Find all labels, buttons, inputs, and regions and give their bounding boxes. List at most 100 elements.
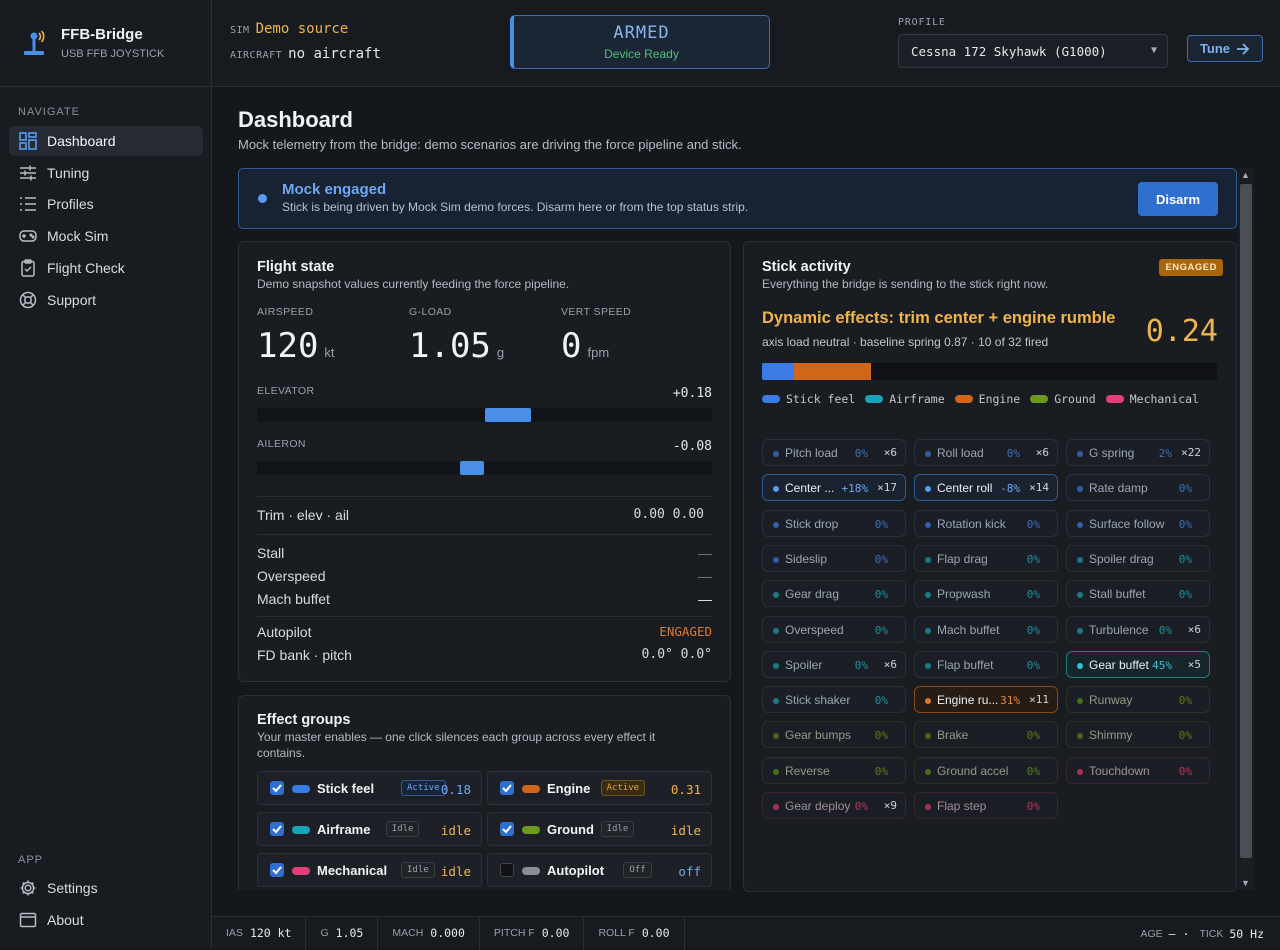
group-color-swatch [522,785,540,793]
chip-name: Rotation kick [937,516,1006,531]
aileron-label: AILERON [257,438,306,450]
effect-chip[interactable]: Shimmy 0% [1066,721,1210,749]
status-value: — · [1168,926,1190,941]
effect-chip[interactable]: Propwash 0% [914,580,1058,608]
effect-chip[interactable]: Flap drag 0% [914,544,1058,572]
sidebar-item-settings[interactable]: Settings [9,873,203,903]
group-value: 0.31 [670,782,701,797]
legend-label: Ground [1054,392,1096,406]
effect-chip[interactable]: G spring 2% ×22 [1066,439,1210,466]
effect-chip[interactable]: Spoiler 0% ×6 [762,650,906,678]
chip-name: Overspeed [785,622,844,637]
effect-chip[interactable]: Flap buffet 0% [914,650,1058,678]
effect-chip[interactable]: Overspeed 0% [762,615,906,643]
profile-selected-value: Cessna 172 Skyhawk (G1000) [911,44,1107,59]
group-name: Mechanical [317,863,388,878]
effect-chip[interactable]: Turbulence 0% ×6 [1066,615,1210,643]
autopilot-row: Autopilot ENGAGED [257,624,712,640]
chip-dot [773,556,779,563]
sidebar-item-profiles[interactable]: Profiles [9,189,203,219]
checkbox[interactable] [270,863,284,877]
armed-status-button[interactable]: ARMED Device Ready [510,15,770,69]
brand: FFB-Bridge USB FFB JOYSTICK [0,0,211,87]
group-name: Stick feel [317,781,375,796]
effect-chip[interactable]: Runway 0% [1066,686,1210,714]
profile-select[interactable]: Cessna 172 Skyhawk (G1000) ▼ [898,34,1168,68]
sidebar-item-tuning[interactable]: Tuning [9,158,203,188]
app-subtitle: USB FFB JOYSTICK [61,48,165,60]
effect-chip[interactable]: Brake 0% [914,721,1058,749]
chip-percent: 0% [1158,623,1172,637]
sim-value: Demo source [255,21,349,37]
effect-group-engine[interactable]: Engine Active 0.31 [487,771,712,805]
chip-dot [773,486,779,493]
status-key: G [320,927,329,939]
effect-chip[interactable]: Gear buffet 45% ×5 [1066,650,1210,678]
scroll-up-icon[interactable]: ▲ [1241,170,1250,180]
group-status-badge: Idle [600,821,635,837]
chip-count: ×14 [1029,481,1049,495]
sidebar-item-dashboard[interactable]: Dashboard [9,126,203,156]
checkbox[interactable] [500,781,514,795]
effect-group-stick-feel[interactable]: Stick feel Active 0.18 [257,771,482,805]
effect-chip[interactable]: Gear bumps 0% [762,721,906,749]
sidebar-item-flight-check[interactable]: Flight Check [9,253,203,283]
effect-chip[interactable]: Engine ru... 31% ×11 [914,686,1058,714]
effect-chip[interactable]: Center ... +18% ×17 [762,474,906,502]
effect-chip[interactable]: Stick drop 0% [762,509,906,537]
effect-chip[interactable]: Flap step 0% [914,792,1058,819]
overspeed-label: Overspeed [257,568,326,584]
effect-chip[interactable]: Ground accel 0% [914,756,1058,784]
checkbox[interactable] [270,822,284,836]
effect-chip[interactable]: Surface follow 0% [1066,509,1210,537]
chip-dot [925,698,931,705]
sidebar-item-mock-sim[interactable]: Mock Sim [9,221,203,251]
page-subtitle: Mock telemetry from the bridge: demo sce… [238,137,742,152]
chip-count: ×6 [883,657,897,671]
effect-chip[interactable]: Stick shaker 0% [762,686,906,714]
sidebar-item-label: Profiles [47,196,94,212]
elevator-value: +0.18 [672,386,712,401]
sidebar-item-about[interactable]: About [9,905,203,935]
chip-name: Flap step [937,799,987,813]
effect-chip[interactable]: Gear drag 0% [762,580,906,608]
chip-percent: 0% [854,800,868,813]
chip-percent: 0% [854,447,868,460]
main-scrollbar[interactable]: ▲ ▼ [1238,168,1254,890]
legend-item: Mechanical [1105,392,1199,406]
effect-chip[interactable]: Sideslip 0% [762,544,906,572]
scroll-down-icon[interactable]: ▼ [1241,878,1250,888]
sidebar-item-label: Support [47,292,97,308]
effect-chip[interactable]: Roll load 0% ×6 [914,439,1058,466]
effect-group-autopilot[interactable]: Autopilot Off off [487,853,712,887]
effect-chip[interactable]: Rate damp 0% [1066,474,1210,502]
chip-name: Turbulence [1089,622,1149,637]
chip-dot [925,451,931,457]
divider [257,534,712,535]
disarm-button[interactable]: Disarm [1138,182,1218,216]
effect-chip[interactable]: Spoiler drag 0% [1066,544,1210,572]
tune-button[interactable]: Tune [1187,35,1263,62]
checkbox[interactable] [500,822,514,836]
checkbox[interactable] [270,781,284,795]
overspeed-value: — [698,568,712,584]
legend-item: Airframe [865,392,945,406]
effect-chip[interactable]: Pitch load 0% ×6 [762,439,906,466]
sidebar-item-support[interactable]: Support [9,285,203,315]
effect-group-ground[interactable]: Ground Idle idle [487,812,712,846]
aircraft-row: AIRCRAFT no aircraft [230,46,381,62]
effect-chip[interactable]: Gear deploy 0% ×9 [762,792,906,819]
checkbox[interactable] [500,863,514,877]
effect-chip[interactable]: Stall buffet 0% [1066,580,1210,608]
gear-icon [18,878,38,898]
chip-dot [773,662,779,669]
group-value: idle [670,823,701,838]
effect-chip[interactable]: Mach buffet 0% [914,615,1058,643]
scrollbar-thumb[interactable] [1240,184,1252,858]
effect-chip[interactable]: Touchdown 0% [1066,756,1210,784]
effect-chip[interactable]: Reverse 0% [762,756,906,784]
effect-group-airframe[interactable]: Airframe Idle idle [257,812,482,846]
effect-chip[interactable]: Center roll -8% ×14 [914,474,1058,502]
effect-group-mechanical[interactable]: Mechanical Idle idle [257,853,482,887]
effect-chip[interactable]: Rotation kick 0% [914,509,1058,537]
